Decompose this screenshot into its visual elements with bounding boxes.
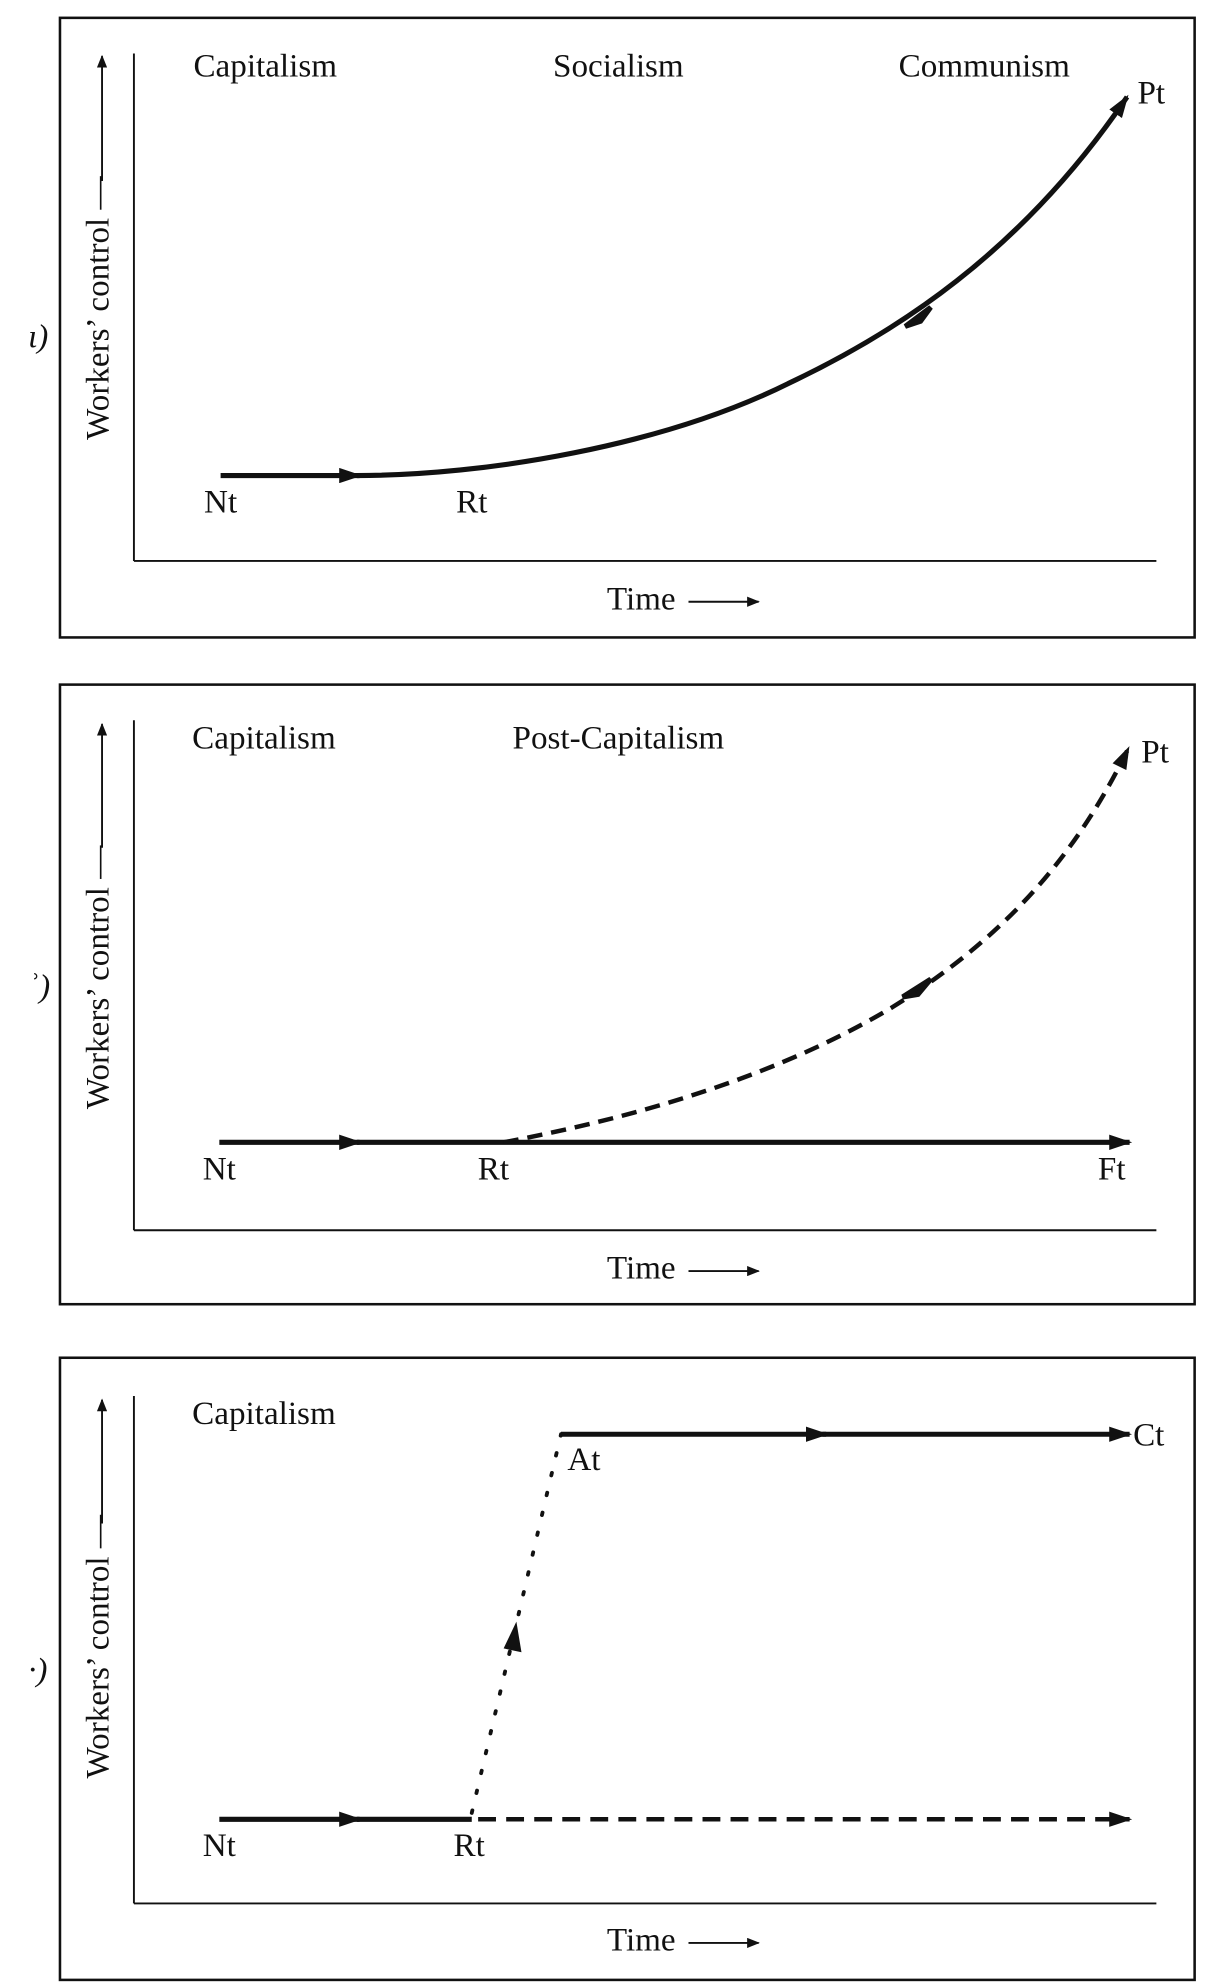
path-solid-curve [357, 94, 1130, 479]
panel-marker: ʾ) [28, 968, 50, 1005]
stage-label: Post-Capitalism [513, 719, 725, 756]
point-label: Nt [203, 1150, 237, 1187]
point-label: Nt [204, 484, 238, 521]
arrowhead-icon [503, 1621, 522, 1653]
panel-a: ι) Workers’ control — Time Capitalism So… [28, 16, 1196, 639]
panel-frame [58, 16, 1196, 639]
point-label: Pt [1137, 74, 1165, 111]
panel-marker: ·) [28, 1651, 47, 1688]
stage-label: Capitalism [192, 1395, 336, 1432]
path-dotted [469, 1432, 563, 1815]
panel-frame [58, 1356, 1196, 1982]
stage-label: Capitalism [192, 719, 336, 756]
point-label: Rt [454, 1827, 486, 1864]
x-axis-label: Time [607, 1250, 676, 1287]
point-label: Rt [456, 484, 488, 521]
point-label: Ft [1098, 1150, 1126, 1187]
panel-c: ·) Workers’ control — Time Capitalism Nt… [28, 1356, 1196, 1982]
panel-b: ʾ) Workers’ control — Time Capitalism Po… [28, 683, 1196, 1306]
point-label: Rt [478, 1150, 510, 1187]
x-axis-label: Time [607, 1922, 676, 1959]
point-label: At [567, 1441, 601, 1478]
point-label: Ct [1133, 1417, 1165, 1454]
y-axis-label: Workers’ control — [79, 845, 116, 1109]
point-label: Pt [1141, 733, 1169, 770]
arrowhead-icon [901, 976, 933, 1000]
y-axis-label: Workers’ control — [79, 175, 116, 439]
y-axis-label: Workers’ control — [79, 1514, 116, 1778]
path-dashed-curve [503, 746, 1131, 1145]
arrowhead-icon [903, 305, 933, 329]
stage-label: Capitalism [193, 47, 337, 84]
stage-label: Communism [899, 47, 1070, 84]
panel-frame [58, 683, 1196, 1306]
stage-label: Socialism [553, 47, 684, 84]
panel-marker: ι) [28, 318, 48, 355]
x-axis-label: Time [607, 580, 676, 617]
point-label: Nt [203, 1827, 237, 1864]
